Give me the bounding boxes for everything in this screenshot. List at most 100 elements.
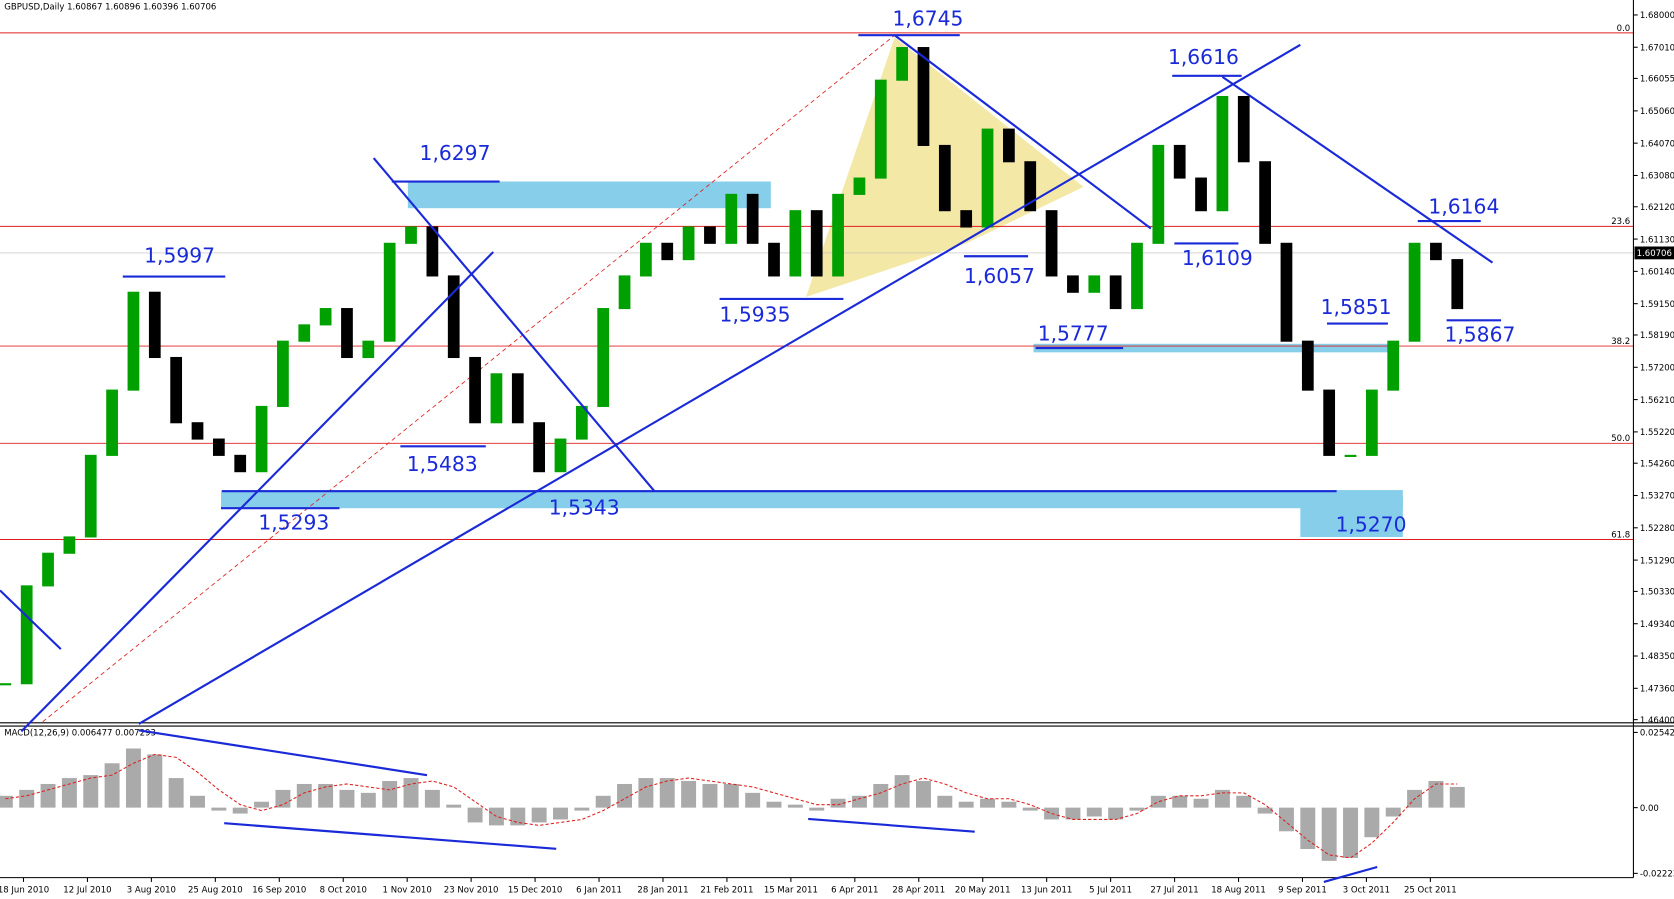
trendline <box>0 589 62 650</box>
candles <box>0 47 1464 686</box>
y-tick-label: 1.60140 <box>1640 268 1674 278</box>
frame <box>0 0 1674 879</box>
macd-bar <box>1257 807 1273 814</box>
macd-bar <box>681 781 697 808</box>
macd-bar <box>0 795 13 808</box>
y-tick-label: 1.63080 <box>1640 172 1674 182</box>
x-tick-label: 3 Oct 2011 <box>1343 886 1390 896</box>
candle <box>789 210 802 277</box>
candle <box>554 438 567 473</box>
macd-bar <box>40 783 56 808</box>
x-tick-label: 18 Aug 2011 <box>1211 886 1266 896</box>
macd-tick-label: -0.02223 <box>1640 870 1674 880</box>
y-tick-label: 1.51290 <box>1640 556 1674 566</box>
x-tick-label: 1 Nov 2010 <box>383 886 432 896</box>
candle <box>575 405 588 440</box>
macd-bar <box>787 804 803 808</box>
fib-label: 38.2 <box>1611 337 1630 347</box>
x-tick-label: 3 Aug 2010 <box>127 886 176 896</box>
macd-bar <box>232 807 248 814</box>
candle <box>1451 259 1464 310</box>
trendline <box>138 43 1301 725</box>
candle <box>255 405 268 473</box>
macd-bar <box>830 798 846 808</box>
candle <box>661 242 674 261</box>
macd-bar <box>190 795 205 808</box>
macd-bar <box>318 783 334 808</box>
annotation: 1,5270 <box>1336 513 1407 537</box>
candle <box>853 177 866 195</box>
y-tick-label: 1.55220 <box>1640 428 1674 438</box>
macd-bar <box>1129 807 1145 811</box>
macd-bar <box>339 789 355 808</box>
annotation: 1,6616 <box>1168 45 1239 69</box>
x-tick-label: 25 Aug 2010 <box>188 886 243 896</box>
macd-bar <box>1108 807 1124 820</box>
y-tick-label: 1.52280 <box>1640 524 1674 534</box>
y-tick-label: 1.53270 <box>1640 492 1674 502</box>
y-tick-label: 1.56210 <box>1640 396 1674 406</box>
annotation: 1,6745 <box>893 7 964 31</box>
candle <box>1237 95 1250 163</box>
fib-base <box>42 34 895 723</box>
macd-bar <box>851 795 867 808</box>
macd-bar <box>467 807 483 823</box>
macd-bar <box>19 789 35 808</box>
candle <box>234 454 247 473</box>
fib-label: 61.8 <box>1611 530 1630 540</box>
candle <box>768 242 780 277</box>
y-tick-label: 1.59150 <box>1640 300 1674 310</box>
candle <box>1088 275 1101 293</box>
x-tick-label: 6 Apr 2011 <box>831 886 878 896</box>
macd-bar <box>659 778 675 808</box>
macd-bar <box>574 807 590 811</box>
candle <box>1195 177 1207 212</box>
macd-title: MACD(12,26,9) 0.006477 0.007293 <box>4 729 156 739</box>
macd-bar <box>168 778 184 808</box>
annotation: 1,5777 <box>1038 322 1109 346</box>
candle <box>0 683 12 686</box>
candle <box>874 79 887 179</box>
candle <box>704 226 716 244</box>
candle <box>1216 95 1229 212</box>
trendline <box>1221 75 1494 264</box>
x-tick-label: 9 Sep 2011 <box>1278 886 1327 896</box>
macd-bar <box>125 748 141 808</box>
candle <box>1430 242 1442 261</box>
annotation: 1,6057 <box>964 264 1035 288</box>
macd-bar <box>873 783 889 808</box>
candle <box>1152 144 1165 244</box>
macd-bar <box>275 789 291 808</box>
annotation: 1,5483 <box>407 452 478 476</box>
candle <box>1323 389 1336 456</box>
candle <box>640 242 652 277</box>
candle <box>426 226 439 277</box>
macd-bar <box>617 783 633 808</box>
x-tick-label: 27 Jul 2011 <box>1150 886 1198 896</box>
macd-bar <box>510 807 526 826</box>
annotation: 1,5343 <box>549 496 620 520</box>
candle <box>832 193 844 277</box>
x-tick-label: 8 Oct 2010 <box>320 886 367 896</box>
annotation: 1,5997 <box>144 244 215 268</box>
candle <box>341 308 353 359</box>
candle <box>490 373 503 424</box>
macd-bar <box>360 792 376 808</box>
macd-bar <box>638 778 654 808</box>
candle <box>362 340 375 359</box>
macd-bar <box>104 763 120 808</box>
macd-bar <box>296 783 312 808</box>
macd-bar <box>809 807 825 811</box>
macd-bar <box>958 801 974 808</box>
x-tick-label: 16 Sep 2010 <box>252 886 306 896</box>
y-tick-label: 1.54260 <box>1640 459 1674 469</box>
x-tick-label: 15 Mar 2011 <box>764 886 818 896</box>
candle <box>938 144 951 212</box>
y-tick-label: 1.61130 <box>1640 235 1674 245</box>
candle <box>319 308 332 326</box>
y-tick-label: 1.68000 <box>1640 11 1674 21</box>
zone <box>220 490 1403 509</box>
macd-bar <box>1300 807 1316 850</box>
macd-bar <box>1428 781 1444 808</box>
